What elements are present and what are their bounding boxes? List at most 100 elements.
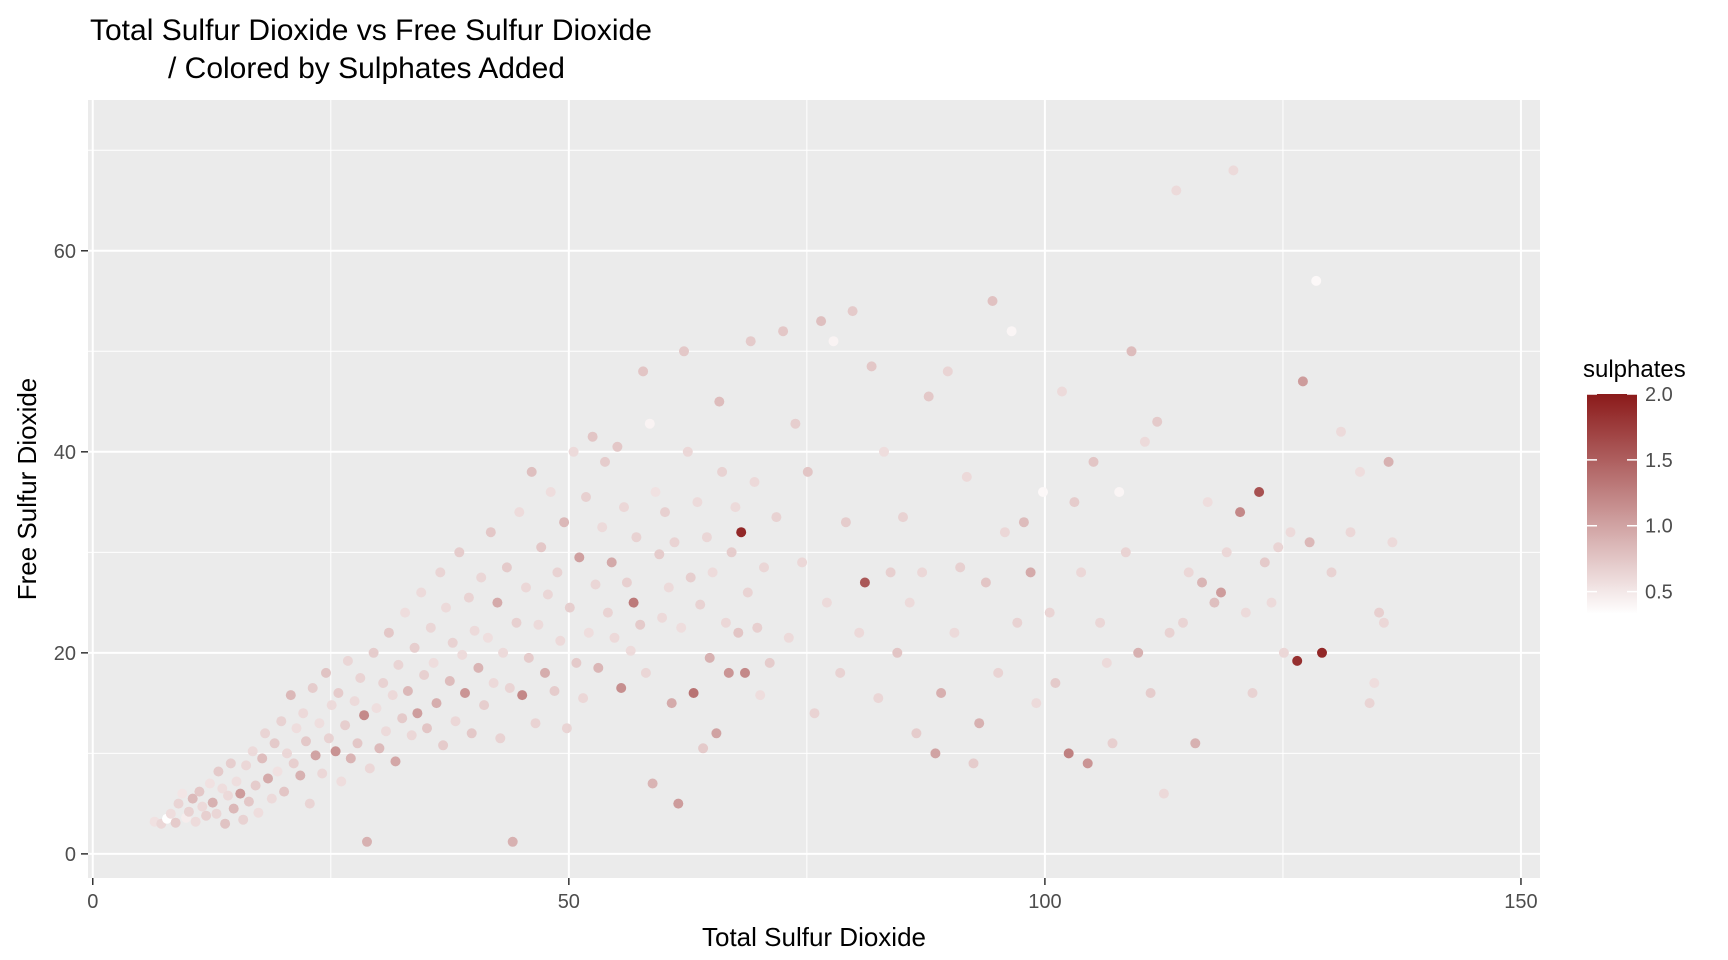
data-point bbox=[647, 778, 658, 789]
data-point bbox=[701, 532, 712, 543]
data-point bbox=[542, 589, 553, 600]
data-point bbox=[428, 657, 439, 668]
data-point bbox=[828, 336, 839, 347]
data-point bbox=[291, 723, 302, 734]
data-point bbox=[1088, 456, 1099, 467]
data-point bbox=[1254, 487, 1265, 497]
y-tick-label: 60 bbox=[54, 241, 76, 263]
data-point bbox=[301, 736, 311, 747]
data-point bbox=[276, 716, 287, 727]
data-point bbox=[1326, 567, 1337, 578]
data-point bbox=[1050, 678, 1061, 688]
legend-title: sulphates bbox=[1583, 356, 1686, 383]
data-point bbox=[183, 806, 194, 817]
data-point bbox=[628, 597, 639, 608]
data-point bbox=[698, 743, 709, 754]
data-point bbox=[349, 696, 360, 707]
data-point bbox=[336, 776, 347, 787]
data-point bbox=[974, 718, 985, 729]
data-point bbox=[1114, 487, 1125, 497]
data-point bbox=[676, 622, 687, 633]
data-point bbox=[1018, 517, 1029, 528]
data-point bbox=[441, 602, 451, 613]
data-point bbox=[495, 733, 506, 744]
data-point bbox=[1202, 497, 1213, 508]
data-point bbox=[720, 617, 731, 628]
data-point bbox=[549, 686, 560, 696]
data-point bbox=[514, 507, 525, 518]
data-point bbox=[342, 655, 353, 666]
data-point bbox=[644, 418, 655, 429]
data-point bbox=[454, 547, 465, 558]
data-point bbox=[228, 803, 239, 814]
data-point bbox=[473, 662, 484, 673]
data-point bbox=[742, 587, 753, 598]
data-point bbox=[1221, 547, 1232, 558]
data-point bbox=[740, 667, 750, 678]
data-point bbox=[1044, 607, 1055, 618]
data-point bbox=[298, 708, 309, 719]
data-point bbox=[355, 673, 366, 683]
data-point bbox=[201, 810, 212, 821]
data-point bbox=[764, 657, 775, 668]
data-point bbox=[660, 507, 670, 518]
data-point bbox=[593, 662, 604, 673]
data-point bbox=[1178, 617, 1188, 628]
data-point bbox=[460, 688, 470, 698]
data-point bbox=[362, 836, 372, 847]
data-point bbox=[279, 786, 290, 797]
data-point bbox=[194, 786, 205, 797]
data-point bbox=[263, 773, 273, 784]
data-point bbox=[559, 517, 570, 528]
data-point bbox=[930, 748, 941, 759]
data-points bbox=[149, 165, 1398, 847]
data-point bbox=[1374, 607, 1385, 618]
data-point bbox=[285, 690, 296, 701]
data-point bbox=[282, 748, 292, 759]
data-point bbox=[980, 577, 991, 588]
data-point bbox=[530, 718, 541, 729]
data-point bbox=[476, 572, 487, 583]
x-tick-label: 0 bbox=[87, 891, 98, 913]
data-point bbox=[783, 632, 794, 643]
data-point bbox=[438, 740, 449, 751]
y-tick-label: 20 bbox=[54, 643, 76, 665]
data-point bbox=[790, 418, 801, 429]
data-point bbox=[521, 582, 531, 593]
data-point bbox=[225, 758, 236, 769]
data-point bbox=[204, 778, 215, 789]
axes: 0 50 100 150 0 20 40 60 bbox=[54, 241, 1538, 913]
data-point bbox=[892, 647, 903, 658]
data-point bbox=[673, 798, 684, 809]
data-point bbox=[250, 780, 261, 791]
data-point bbox=[173, 798, 184, 809]
data-point bbox=[390, 756, 401, 767]
data-point bbox=[609, 632, 620, 643]
data-point bbox=[695, 599, 706, 610]
data-point bbox=[583, 627, 594, 638]
data-point bbox=[310, 750, 321, 761]
data-point bbox=[1012, 617, 1023, 628]
data-point bbox=[1158, 788, 1169, 799]
data-point bbox=[253, 807, 264, 818]
data-point bbox=[447, 637, 458, 648]
data-point bbox=[1292, 655, 1303, 666]
data-point bbox=[581, 492, 591, 502]
data-point bbox=[416, 587, 427, 598]
data-point bbox=[330, 746, 341, 757]
data-point bbox=[352, 738, 363, 749]
data-point bbox=[578, 693, 589, 704]
data-point bbox=[466, 728, 477, 739]
data-point bbox=[999, 527, 1010, 538]
x-axis-title: Total Sulfur Dioxide bbox=[702, 922, 926, 952]
data-point bbox=[1107, 738, 1118, 749]
data-point bbox=[911, 728, 922, 739]
data-point bbox=[1076, 567, 1087, 578]
data-point bbox=[885, 567, 896, 578]
x-tick-label: 150 bbox=[1504, 891, 1537, 913]
data-point bbox=[247, 746, 258, 757]
data-point bbox=[688, 688, 699, 698]
data-point bbox=[425, 622, 436, 633]
data-point bbox=[197, 801, 208, 812]
